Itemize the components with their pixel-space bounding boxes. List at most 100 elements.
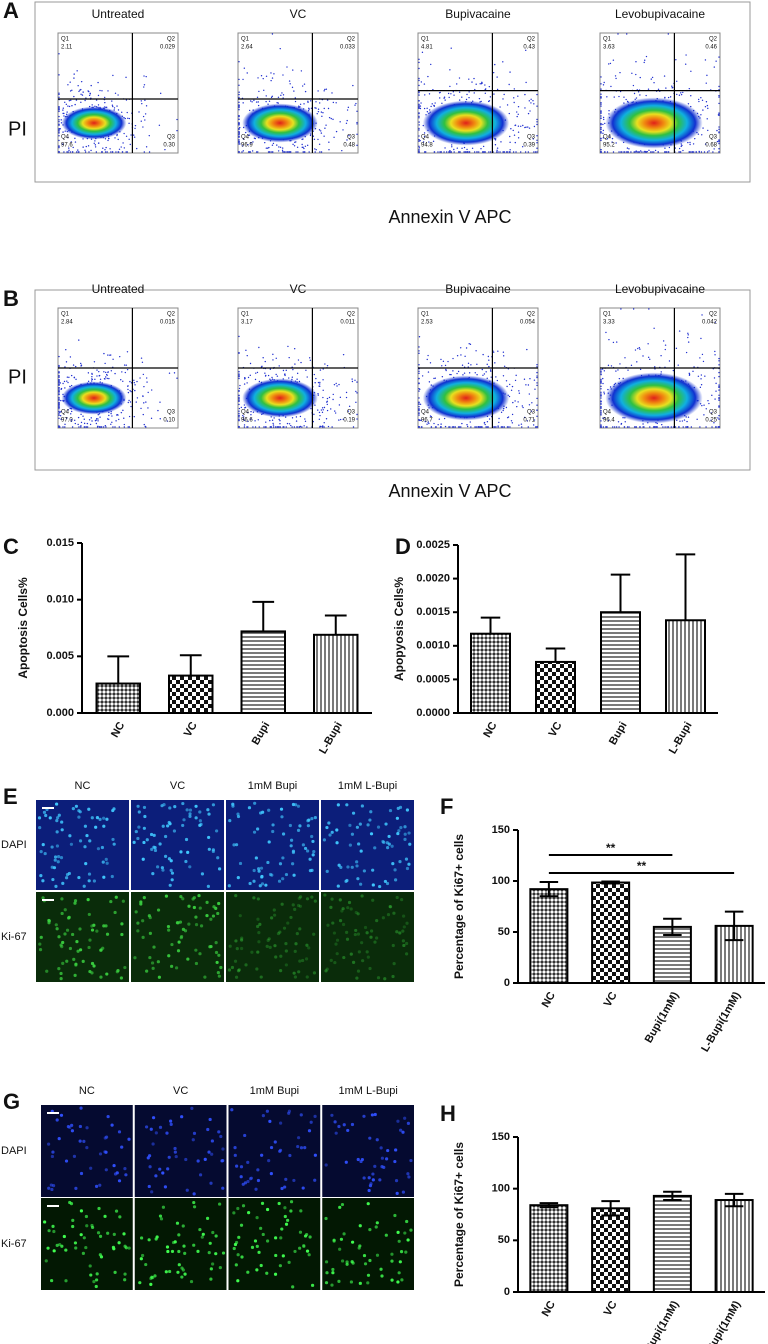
event-dot	[282, 426, 284, 428]
event-dot	[712, 151, 714, 153]
nucleus	[368, 1228, 372, 1232]
event-dot	[699, 357, 701, 359]
nucleus	[360, 1157, 364, 1162]
nucleus	[216, 970, 220, 975]
nucleus	[301, 958, 305, 963]
event-dot	[635, 61, 637, 63]
event-dot	[650, 151, 652, 153]
event-dot	[348, 134, 350, 137]
event-dot	[718, 126, 720, 128]
event-dot	[323, 406, 326, 409]
event-dot	[303, 83, 306, 85]
nucleus	[58, 1242, 62, 1247]
event-dot	[530, 98, 532, 100]
event-dot	[496, 88, 499, 91]
event-dot	[452, 370, 454, 372]
event-dot	[246, 426, 248, 428]
nucleus	[259, 1263, 263, 1268]
nucleus	[383, 879, 388, 884]
event-dot	[345, 122, 348, 124]
event-dot	[128, 138, 130, 141]
nucleus	[184, 837, 189, 842]
event-dot	[145, 105, 148, 107]
event-dot	[145, 401, 147, 403]
nucleus	[298, 904, 302, 908]
nucleus	[52, 1229, 56, 1234]
y-axis-label: PI	[8, 118, 27, 140]
event-dot	[704, 59, 707, 61]
event-dot	[480, 148, 482, 150]
event-dot	[487, 355, 490, 358]
nucleus	[183, 1251, 187, 1255]
event-dot	[524, 93, 526, 96]
event-dot	[80, 413, 82, 416]
quadrant-value: 4.81	[421, 45, 433, 51]
event-dot	[418, 350, 420, 352]
event-dot	[705, 408, 707, 410]
event-dot	[326, 397, 329, 400]
event-dot	[128, 426, 131, 428]
event-dot	[238, 151, 240, 153]
event-dot	[332, 101, 335, 104]
nucleus	[44, 813, 48, 818]
event-dot	[600, 411, 602, 414]
event-dot	[452, 91, 455, 93]
nucleus	[239, 1165, 244, 1169]
event-dot	[257, 151, 259, 153]
nucleus	[123, 1278, 127, 1282]
nucleus	[243, 1133, 247, 1138]
event-dot	[284, 373, 286, 375]
nucleus	[298, 895, 303, 899]
event-dot	[294, 97, 297, 99]
nucleus	[375, 918, 379, 923]
event-dot	[482, 374, 484, 376]
micrograph	[322, 1105, 414, 1197]
event-dot	[270, 72, 272, 74]
y-tick-label: 150	[492, 1131, 510, 1143]
x-tick-label: Bupi	[607, 720, 630, 747]
event-dot	[503, 426, 506, 428]
event-dot	[664, 96, 666, 99]
event-dot	[618, 151, 620, 153]
event-dot	[520, 125, 522, 127]
event-dot	[479, 83, 481, 85]
nucleus	[166, 824, 170, 828]
y-tick-label: 0	[504, 1286, 510, 1298]
event-dot	[332, 393, 334, 396]
event-dot	[87, 372, 90, 374]
event-dot	[262, 77, 264, 80]
event-dot	[654, 149, 657, 152]
event-dot	[682, 149, 684, 152]
event-dot	[108, 377, 110, 380]
nucleus	[311, 853, 315, 857]
event-dot	[647, 356, 650, 359]
event-dot	[66, 376, 69, 378]
event-dot	[114, 426, 116, 428]
nucleus	[398, 860, 402, 864]
nucleus	[254, 856, 258, 860]
event-dot	[342, 353, 345, 356]
density-blob	[605, 372, 703, 424]
event-dot	[444, 147, 446, 149]
nucleus	[88, 839, 92, 843]
event-dot	[77, 85, 79, 87]
event-dot	[617, 421, 620, 423]
event-dot	[641, 151, 643, 153]
quadrant-label: Q1	[421, 312, 430, 318]
event-dot	[512, 151, 515, 153]
nucleus	[192, 905, 196, 910]
plot-title: Levobupivacaine	[615, 282, 705, 296]
event-dot	[89, 423, 92, 426]
event-dot	[96, 417, 98, 420]
nucleus	[184, 859, 188, 864]
quadrant-label: Q1	[61, 312, 70, 318]
event-dot	[457, 426, 460, 428]
nucleus	[345, 930, 349, 934]
event-dot	[267, 374, 270, 377]
error-bar	[663, 917, 682, 937]
event-dot	[443, 97, 445, 99]
event-dot	[615, 77, 617, 80]
event-dot	[58, 145, 60, 148]
event-dot	[526, 420, 528, 422]
event-dot	[133, 415, 135, 418]
